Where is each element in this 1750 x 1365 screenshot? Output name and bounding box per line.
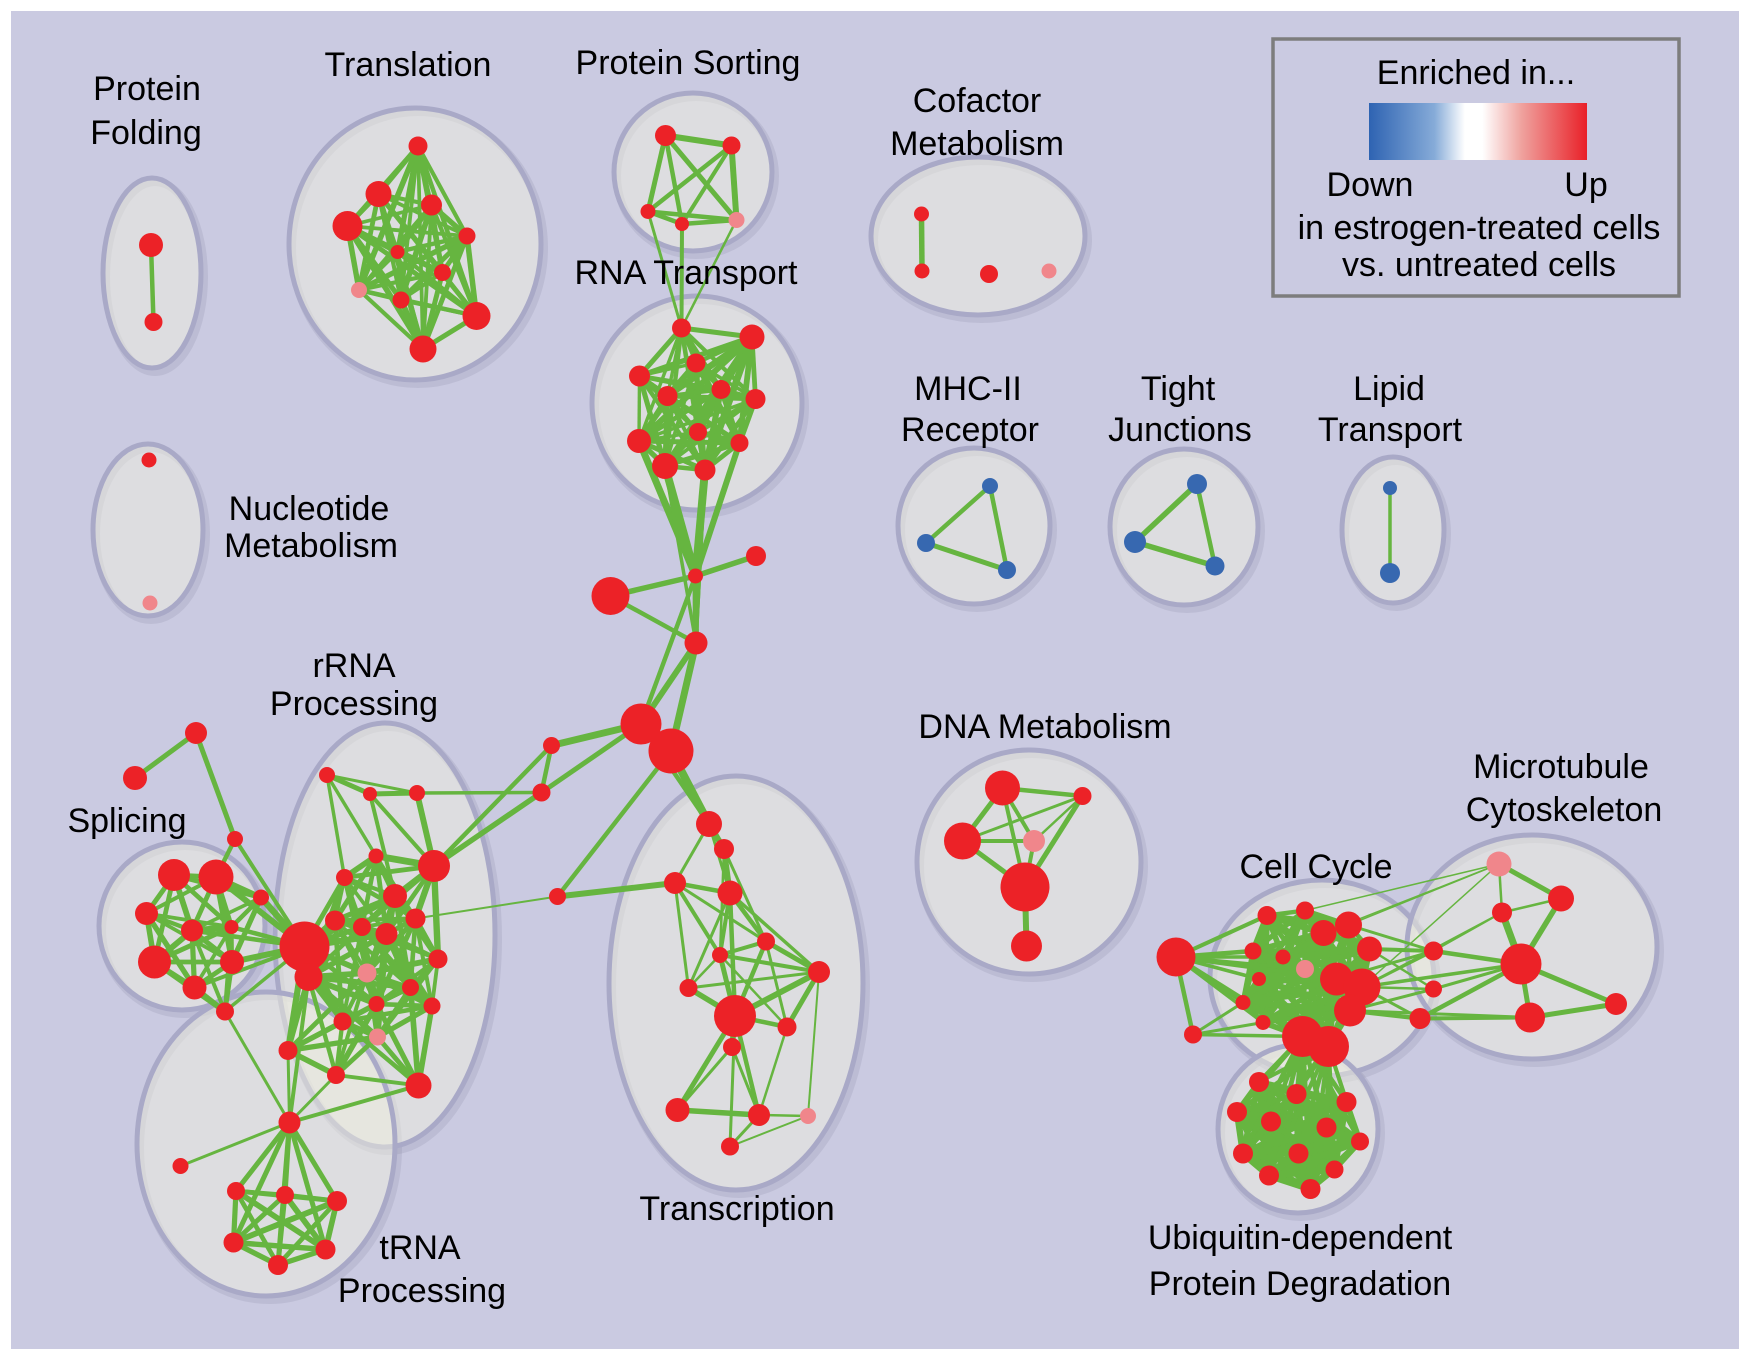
- svg-text:Processing: Processing: [338, 1272, 506, 1310]
- svg-text:Transcription: Transcription: [639, 1190, 834, 1228]
- svg-text:Receptor: Receptor: [901, 411, 1039, 449]
- svg-text:MHC-II: MHC-II: [914, 370, 1022, 408]
- svg-text:DNA Metabolism: DNA Metabolism: [918, 708, 1171, 746]
- svg-text:Down: Down: [1327, 166, 1414, 204]
- svg-text:Lipid: Lipid: [1353, 370, 1425, 408]
- svg-text:Enriched in...: Enriched in...: [1377, 54, 1575, 92]
- svg-text:Translation: Translation: [325, 46, 492, 84]
- svg-text:Tight: Tight: [1141, 370, 1216, 408]
- svg-text:Cytoskeleton: Cytoskeleton: [1466, 791, 1663, 829]
- svg-text:Microtubule: Microtubule: [1473, 748, 1649, 786]
- svg-text:Protein Degradation: Protein Degradation: [1149, 1265, 1451, 1303]
- svg-text:vs. untreated cells: vs. untreated cells: [1342, 246, 1616, 284]
- svg-text:Metabolism: Metabolism: [890, 125, 1064, 163]
- svg-text:Cell Cycle: Cell Cycle: [1239, 848, 1392, 886]
- svg-text:Metabolism: Metabolism: [224, 527, 398, 565]
- svg-text:rRNA: rRNA: [312, 647, 395, 685]
- svg-text:Cofactor: Cofactor: [913, 82, 1042, 120]
- svg-text:in estrogen-treated cells: in estrogen-treated cells: [1298, 209, 1661, 247]
- svg-text:Transport: Transport: [1318, 411, 1463, 449]
- svg-text:Ubiquitin-dependent: Ubiquitin-dependent: [1148, 1219, 1453, 1257]
- svg-text:Nucleotide: Nucleotide: [229, 490, 390, 528]
- svg-text:Processing: Processing: [270, 685, 438, 723]
- svg-text:RNA Transport: RNA Transport: [575, 254, 799, 292]
- svg-text:Protein: Protein: [93, 70, 201, 108]
- svg-text:Splicing: Splicing: [67, 802, 186, 840]
- svg-text:Up: Up: [1564, 166, 1607, 204]
- svg-text:Protein Sorting: Protein Sorting: [576, 44, 801, 82]
- svg-text:Junctions: Junctions: [1108, 411, 1252, 449]
- svg-text:tRNA: tRNA: [379, 1229, 461, 1267]
- svg-text:Folding: Folding: [90, 114, 202, 152]
